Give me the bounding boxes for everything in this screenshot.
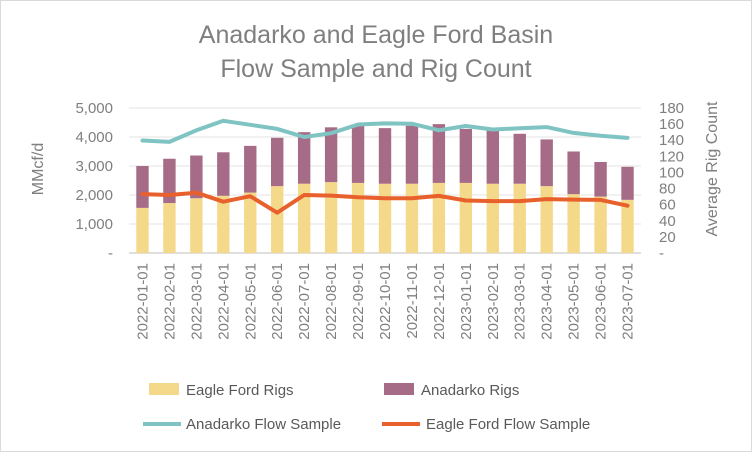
x-tick-label: 2023-05-01	[566, 263, 583, 340]
bar-eagle-ford-rigs	[567, 194, 580, 253]
x-tick-label: 2022-12-01	[431, 263, 448, 340]
y-left-tick-label: 5,000	[75, 100, 113, 117]
x-tick-label: 2022-11-01	[404, 263, 421, 339]
bar-anadarko-rigs	[513, 133, 526, 184]
bar-anadarko-rigs	[351, 124, 365, 183]
x-tick-label: 2023-01-01	[458, 263, 475, 340]
bar-eagle-ford-rigs	[163, 203, 176, 253]
x-tick-label: 2022-06-01	[269, 263, 286, 340]
title-line-2: Flow Sample and Rig Count	[220, 55, 531, 83]
y-right-tick-label: 160	[659, 116, 684, 133]
bar-eagle-ford-rigs	[594, 196, 607, 253]
bar-anadarko-rigs	[297, 132, 311, 184]
x-tick-label: 2022-10-01	[377, 263, 394, 340]
x-tick-label: 2023-06-01	[593, 263, 610, 340]
x-tick-label: 2022-05-01	[242, 263, 259, 340]
bar-anadarko-rigs	[567, 151, 580, 195]
x-tick-label: 2022-04-01	[215, 263, 232, 340]
bar-eagle-ford-rigs	[378, 183, 392, 253]
bar-anadarko-rigs	[136, 166, 149, 208]
y-right-tick-label: 20	[659, 229, 676, 246]
bar-eagle-ford-rigs	[459, 182, 473, 253]
bar-anadarko-rigs	[271, 137, 284, 187]
legend-swatch-anadarko-rigs	[384, 383, 414, 395]
legend-label-eagle-ford-rigs: Eagle Ford Rigs	[186, 382, 294, 399]
y-left-tick-label: 2,000	[75, 187, 113, 204]
y-right-tick-label: 60	[659, 197, 676, 214]
x-tick-label: 2022-07-01	[296, 263, 313, 340]
bar-eagle-ford-rigs	[271, 186, 284, 253]
x-tick-label: 2023-03-01	[512, 263, 529, 340]
x-tick-label: 2022-08-01	[323, 263, 340, 340]
bar-anadarko-rigs	[217, 152, 230, 196]
y-right-tick-label: 80	[659, 181, 676, 198]
x-tick-label: 2022-02-01	[161, 263, 178, 340]
x-axis: 2022-01-01 2022-02-01 2022-03-01 2022-04-01…	[135, 263, 637, 340]
x-tick-label: 2023-07-01	[620, 263, 637, 340]
y-left-tick-label: -	[108, 245, 113, 262]
bar-eagle-ford-rigs	[621, 199, 634, 253]
bar-anadarko-rigs	[432, 124, 446, 183]
bar-eagle-ford-rigs	[540, 186, 553, 253]
title-line-1: Anadarko and Eagle Ford Basin	[199, 21, 553, 49]
bar-anadarko-rigs	[378, 128, 392, 184]
y-left-tick-label: 4,000	[75, 129, 113, 146]
bar-eagle-ford-rigs	[297, 183, 311, 253]
bar-eagle-ford-rigs	[217, 195, 230, 253]
bar-anadarko-rigs	[190, 155, 203, 199]
bar-eagle-ford-rigs	[513, 183, 526, 253]
bar-anadarko-rigs	[540, 139, 553, 187]
y-right-tick-label: 100	[659, 164, 684, 181]
x-tick-label: 2023-02-01	[485, 263, 502, 340]
y-axis-right-title: Average Rig Count	[704, 101, 721, 236]
bar-anadarko-rigs	[486, 130, 499, 184]
bar-eagle-ford-rigs	[405, 183, 419, 253]
y-right-tick-label: 180	[659, 100, 684, 117]
bar-eagle-ford-rigs	[244, 192, 257, 253]
x-tick-label: 2023-04-01	[539, 263, 556, 340]
x-tick-label: 2022-09-01	[350, 263, 367, 340]
bar-eagle-ford-rigs	[324, 182, 338, 253]
bar-eagle-ford-rigs	[432, 182, 446, 253]
legend-swatch-eagle-ford-rigs	[149, 383, 179, 395]
bar-eagle-ford-rigs	[486, 183, 499, 253]
bar-eagle-ford-rigs	[136, 207, 149, 253]
legend: Eagle Ford Rigs Anadarko Rigs Anadarko F…	[143, 382, 590, 433]
y-right-tick-label: -	[659, 245, 664, 262]
legend-label-anadarko-flow: Anadarko Flow Sample	[186, 416, 341, 433]
bar-anadarko-rigs	[459, 128, 473, 183]
line-series	[140, 118, 630, 215]
bar-anadarko-rigs	[163, 158, 176, 204]
legend-label-eagle-ford-flow: Eagle Ford Flow Sample	[426, 416, 590, 433]
x-tick-label: 2022-01-01	[135, 263, 152, 340]
bar-anadarko-rigs	[405, 125, 419, 184]
bar-anadarko-rigs	[621, 166, 634, 200]
bar-eagle-ford-rigs	[351, 182, 365, 253]
line-anadarko-flow-sample	[140, 118, 630, 144]
y-right-tick-label: 120	[659, 148, 684, 165]
y-axis-left: - 1,000 2,000 3,000 4,000 5,000	[75, 100, 113, 262]
line-eagle-ford-flow-sample	[140, 190, 630, 215]
y-axis-left-title: MMcf/d	[30, 143, 47, 195]
legend-label-anadarko-rigs: Anadarko Rigs	[421, 382, 519, 399]
bar-anadarko-rigs	[594, 161, 607, 197]
bar-anadarko-rigs	[324, 127, 338, 183]
chart-title: Anadarko and Eagle Ford Basin Flow Sampl…	[199, 21, 553, 83]
y-left-tick-label: 3,000	[75, 158, 113, 175]
bar-anadarko-rigs	[244, 145, 257, 193]
y-left-tick-label: 1,000	[75, 216, 113, 233]
bar-series	[136, 124, 634, 253]
y-right-tick-label: 140	[659, 132, 684, 149]
x-tick-label: 2022-03-01	[188, 263, 205, 340]
bar-eagle-ford-rigs	[190, 198, 203, 253]
y-right-tick-label: 40	[659, 213, 676, 230]
